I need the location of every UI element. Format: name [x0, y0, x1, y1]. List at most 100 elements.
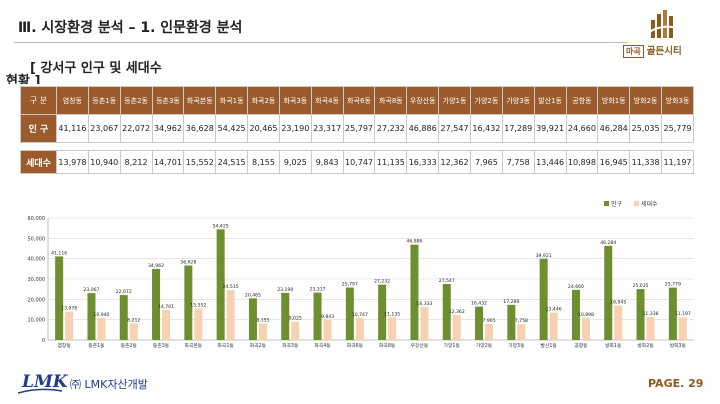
table-cell: 34,962: [151, 114, 185, 143]
x-tick-label: 염창동: [58, 342, 72, 349]
data-label: 34,962: [148, 263, 164, 269]
table-gap-row: [20, 142, 694, 151]
header-divider: [14, 42, 628, 43]
x-tick-label: 발산1동: [541, 342, 558, 349]
brand-name-text: 골든시티: [646, 46, 682, 57]
table-cell: 13,446: [533, 150, 567, 174]
table-cell: 23,067: [87, 114, 121, 143]
legend-swatch: [604, 201, 609, 206]
data-label: 9,843: [321, 314, 334, 320]
table-row-population: 인 구 41,116 23,067 22,072 34,962 36,628 54,425 2…: [20, 114, 694, 143]
x-tick-label: 가양1동: [444, 342, 461, 349]
page-title: Ⅲ. 시장환경 분석 – 1. 인문환경 분석: [18, 20, 243, 36]
table-column-header: 화곡4동: [310, 86, 344, 115]
bar-population: [571, 289, 580, 340]
table-column-header: 방화3동: [661, 86, 694, 115]
data-label: 46,284: [600, 240, 616, 246]
legend-label: 인구: [611, 201, 623, 208]
brand-name: 마곡 골든시티: [623, 43, 705, 58]
table-cell: 7,758: [501, 150, 535, 174]
data-label: 39,921: [536, 253, 552, 259]
y-tick-label: 20,000: [28, 297, 46, 303]
data-label: 16,945: [610, 300, 626, 306]
table-column-header: 가양3동: [501, 86, 535, 115]
brand-logo: 마곡 골든시티: [623, 8, 705, 58]
data-label: 13,446: [546, 307, 562, 313]
table-cell: 25,035: [629, 114, 663, 143]
legend-swatch: [634, 201, 639, 206]
bar-households: [581, 317, 590, 340]
data-label: 11,135: [384, 311, 400, 317]
table-cell: 27,232: [374, 114, 408, 143]
data-label: 13,978: [61, 306, 77, 312]
data-label: 22,072: [116, 289, 132, 295]
table-column-header: 등촌1동: [87, 86, 121, 115]
table-column-header: 등촌3동: [151, 86, 185, 115]
bar-households: [517, 324, 526, 340]
data-label: 10,747: [352, 312, 368, 318]
bar-households: [65, 311, 74, 340]
x-tick-label: 등촌2동: [121, 342, 138, 349]
table-column-header: 염창동: [56, 86, 89, 115]
bar-population: [87, 293, 96, 340]
data-label: 14,701: [158, 304, 174, 310]
table-cell: 10,747: [342, 150, 376, 174]
table-cell: 10,940: [87, 150, 121, 174]
table-cell: 11,135: [374, 150, 408, 174]
data-label: 8,212: [127, 317, 140, 323]
bar-population: [152, 268, 161, 340]
bar-households: [129, 323, 138, 340]
legend-label: 세대수: [641, 200, 658, 208]
x-tick-label: 화곡2동: [250, 343, 267, 349]
bar-population: [539, 258, 548, 340]
table-cell: 27,547: [438, 114, 471, 143]
table-cell: 20,465: [247, 114, 280, 143]
bar-households: [291, 321, 300, 340]
bar-households: [355, 318, 364, 340]
y-tick-label: 10,000: [28, 318, 46, 324]
data-label: 25,779: [665, 282, 681, 288]
table-cell: 16,333: [406, 150, 440, 174]
table-cell: 17,289: [501, 114, 535, 143]
table-column-header: 방화1동: [597, 86, 631, 115]
x-tick-label: 방화2동: [637, 342, 654, 349]
data-label: 9,025: [289, 316, 302, 322]
bar-households: [162, 310, 171, 340]
table-column-header: 화곡3동: [278, 86, 312, 115]
bar-population: [475, 306, 484, 340]
bar-households: [97, 317, 106, 340]
table-cell: 39,921: [533, 114, 567, 143]
population-table: 구 분 염창동 등촌1동 등촌2동 등촌3동 화곡본동 화곡1동 화곡2동 화곡3동 화곡4동 화곡…: [20, 86, 694, 174]
x-tick-label: 가양2동: [476, 342, 493, 349]
bar-population: [281, 292, 290, 340]
data-label: 23,317: [310, 287, 326, 293]
data-label: 8,155: [256, 317, 269, 323]
bar-population: [604, 245, 613, 340]
table-column-header: 가양1동: [438, 86, 471, 115]
x-tick-label: 가양3동: [508, 342, 525, 349]
table-cell: 8,212: [119, 150, 153, 174]
table-cell: 41,116: [56, 114, 89, 143]
bar-households: [420, 306, 429, 340]
x-tick-label: 등촌1동: [88, 342, 105, 349]
table-column-header: 우장산동: [406, 86, 440, 115]
bar-households: [258, 323, 267, 340]
y-tick-label: 30,000: [28, 277, 46, 283]
x-tick-label: 화곡1동: [218, 343, 235, 349]
x-tick-label: 화곡8동: [379, 343, 396, 349]
bar-population: [507, 304, 516, 340]
table-column-header: 화곡6동: [342, 86, 376, 115]
table-column-header: 발산1동: [533, 86, 567, 115]
data-label: 25,797: [342, 282, 358, 288]
data-label: 17,289: [503, 299, 519, 305]
data-label: 54,425: [213, 223, 229, 229]
table-cell: 11,338: [629, 150, 663, 174]
table-column-header: 화곡8동: [374, 86, 408, 115]
bar-households: [646, 316, 655, 340]
table-row-households: 세대수 13,978 10,940 8,212 14,701 15,552 24,515 8,…: [20, 150, 694, 174]
y-tick-label: 40,000: [28, 257, 46, 263]
table-cell: 23,317: [310, 114, 344, 143]
bar-population: [668, 287, 677, 340]
table-cell: 24,660: [565, 114, 599, 143]
bar-population: [216, 229, 225, 340]
